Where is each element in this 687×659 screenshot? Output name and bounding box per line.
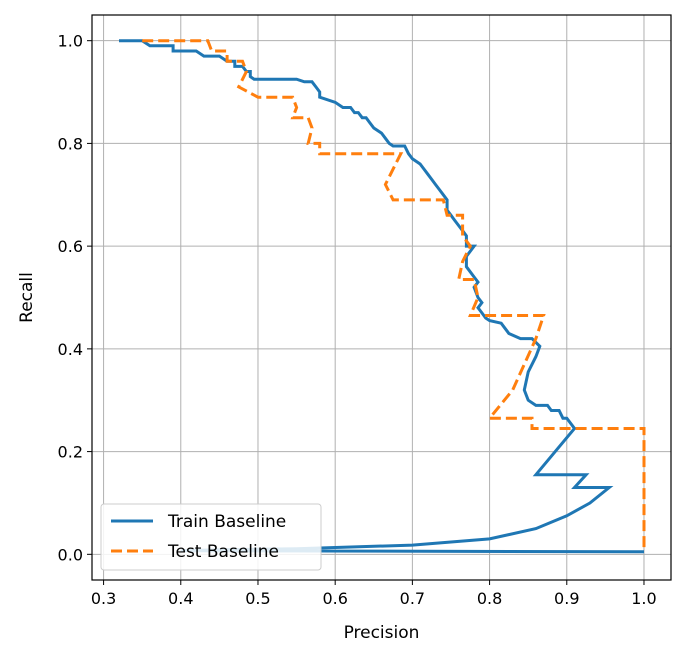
x-tick-label: 0.6 <box>322 589 347 608</box>
legend-label-train: Train Baseline <box>167 512 286 532</box>
plot-frame <box>91 14 672 581</box>
x-tick-label: 0.7 <box>400 589 425 608</box>
y-tick-label: 0.0 <box>58 545 83 564</box>
x-tick-label: 0.9 <box>554 589 579 608</box>
y-tick-label: 0.8 <box>58 134 83 153</box>
y-tick-label: 1.0 <box>58 32 83 51</box>
ticks: 0.3 0.4 0.5 0.6 0.7 0.8 0.9 1.0 0.0 0.2 0.4 0.6 0.8 1… <box>58 32 657 608</box>
legend: Train Baseline Test Baseline <box>100 503 322 571</box>
series-layer <box>119 39 646 554</box>
y-tick-label: 0.4 <box>58 340 83 359</box>
y-tick-label: 0.6 <box>58 237 83 256</box>
legend-label-test: Test Baseline <box>167 542 279 562</box>
y-tick-label: 0.2 <box>58 443 83 462</box>
x-tick-label: 0.8 <box>477 589 502 608</box>
series-line-test <box>142 39 646 552</box>
x-tick-label: 0.5 <box>245 589 270 608</box>
series-line-train <box>119 39 645 554</box>
legend-box <box>100 503 322 571</box>
y-axis-label: Recall <box>17 272 37 323</box>
x-tick-label: 1.0 <box>631 589 656 608</box>
x-axis-label: Precision <box>344 623 420 643</box>
x-tick-label: 0.3 <box>91 589 116 608</box>
x-tick-label: 0.4 <box>168 589 193 608</box>
